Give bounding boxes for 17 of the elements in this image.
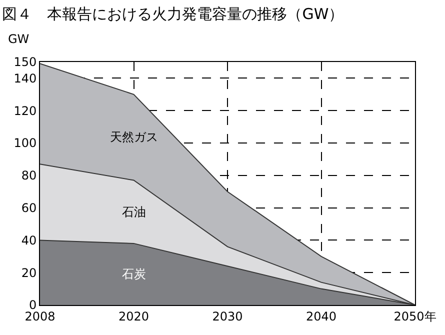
- y-tick-label: 20: [21, 266, 37, 280]
- x-tick-label: 2050年: [394, 309, 436, 324]
- x-tick-label: 2030: [212, 309, 243, 324]
- x-tick-label: 2020: [118, 309, 150, 324]
- y-tick-label: 60: [21, 201, 37, 215]
- y-tick-label: 140: [14, 71, 37, 86]
- y-axis-title: GW: [8, 32, 30, 46]
- y-tick-label: 120: [14, 104, 37, 118]
- series-label: 石油: [122, 205, 146, 219]
- series-label: 天然ガス: [110, 130, 158, 144]
- series-label: 石炭: [122, 267, 146, 281]
- y-tick-label: 150: [14, 55, 37, 70]
- x-tick-label: 2040: [306, 309, 337, 324]
- y-tick-label: 40: [21, 233, 37, 248]
- y-tick-label: 80: [21, 168, 37, 183]
- y-tick-label: 100: [14, 136, 37, 150]
- chart-title: 図４ 本報告における火力発電容量の推移（GW）: [2, 4, 344, 23]
